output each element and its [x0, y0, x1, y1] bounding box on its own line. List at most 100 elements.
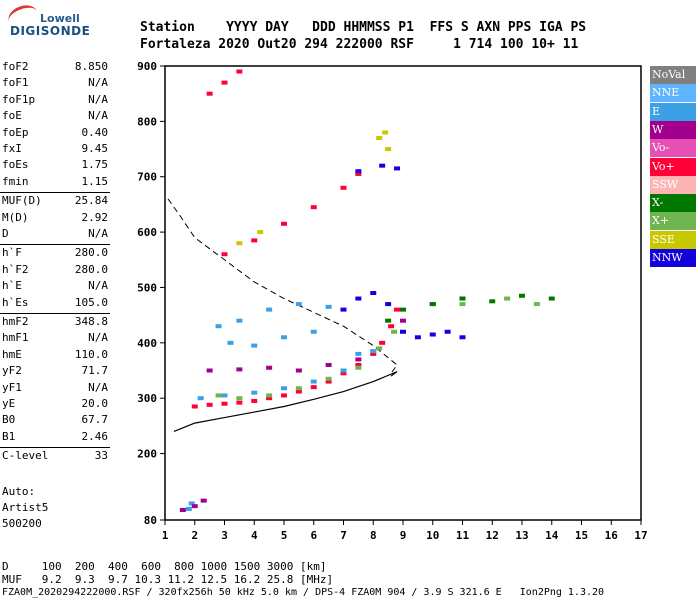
- legend-item: Vo-: [650, 139, 696, 158]
- param-value: N/A: [88, 109, 108, 123]
- param-name: fmin: [2, 174, 29, 188]
- echo-point: [266, 393, 273, 398]
- logo-lowell: Lowell: [40, 12, 80, 25]
- echo-point: [281, 335, 287, 340]
- echo-point: [376, 135, 383, 140]
- echo-point: [355, 351, 362, 356]
- echo-point: [295, 368, 302, 373]
- echo-point: [370, 351, 377, 356]
- echo-point: [251, 398, 258, 403]
- echo-point: [185, 506, 192, 511]
- plot-frame: [164, 65, 642, 521]
- echo-point: [236, 400, 243, 405]
- legend-item: E: [650, 102, 696, 121]
- x-tick-label: 10: [426, 529, 439, 542]
- x-tick-label: 11: [456, 529, 470, 542]
- echo-point: [370, 291, 377, 295]
- echo-point: [236, 241, 243, 246]
- x-tick-label: 8: [370, 529, 377, 542]
- echo-point: [200, 498, 207, 503]
- echo-point: [379, 163, 386, 168]
- param-name: M(D): [2, 210, 29, 224]
- echo-point: [340, 185, 347, 190]
- param-name: B1: [2, 429, 16, 443]
- profile-dashed-line: [167, 198, 398, 374]
- legend-item: X+: [650, 212, 696, 231]
- echo-point: [236, 367, 243, 372]
- echo-point: [236, 318, 243, 323]
- legend-item: SSW: [650, 175, 696, 194]
- param-separator: [0, 192, 110, 194]
- echo-point: [340, 371, 347, 376]
- param-separator: [0, 313, 110, 314]
- param-name: hmE: [2, 347, 22, 361]
- echo-point: [310, 329, 317, 334]
- y-tick-label: 800: [137, 115, 157, 128]
- echo-point: [355, 362, 362, 367]
- echo-point: [355, 169, 362, 174]
- muf-row: MUF 9.2 9.3 9.7 10.3 11.2 12.5 16.2 25.8…: [2, 573, 334, 586]
- param-value: N/A: [88, 227, 108, 240]
- param-name: fxI: [2, 142, 22, 155]
- logo-digisonde: DIGISONDE: [10, 24, 91, 38]
- param-value: 8.850: [74, 60, 108, 73]
- echo-point: [188, 501, 195, 506]
- echo-point: [191, 404, 198, 409]
- header-line-2: Fortaleza 2020 Out20 294 222000 RSF 1 71…: [140, 37, 579, 52]
- echo-point: [429, 332, 436, 337]
- param-value: 348.8: [74, 315, 108, 328]
- echo-point: [325, 379, 332, 384]
- echo-point: [206, 368, 213, 373]
- d-row: D 100 200 400 600 800 1000 1500 3000 [km…: [2, 560, 327, 573]
- echo-point: [504, 296, 511, 301]
- echo-point: [548, 296, 555, 301]
- echo-point: [370, 349, 377, 354]
- echo-point: [400, 318, 406, 323]
- echo-point: [266, 365, 273, 370]
- echo-point: [206, 91, 213, 96]
- legend-item: NNE: [650, 84, 696, 103]
- echo-point: [519, 293, 525, 298]
- echo-point: [221, 80, 228, 85]
- echo-point: [340, 307, 347, 312]
- echo-point: [236, 396, 243, 401]
- echo-point: [325, 376, 332, 381]
- echo-point: [391, 329, 398, 334]
- echo-point: [295, 389, 302, 394]
- param-value: N/A: [88, 279, 108, 293]
- x-tick-label: 4: [251, 529, 258, 542]
- param-name: foF1: [2, 76, 29, 90]
- echo-point: [197, 396, 204, 401]
- echo-point: [459, 296, 466, 301]
- param-name: B0: [2, 413, 16, 427]
- echo-point: [379, 340, 386, 345]
- param-name: D: [2, 227, 9, 240]
- echo-point: [179, 508, 186, 513]
- x-tick-label: 7: [340, 529, 347, 542]
- y-tick-label: 700: [137, 171, 157, 184]
- file-info-row: FZA0M_2020294222000.RSF / 320fx256h 50 k…: [2, 587, 605, 598]
- param-name: hmF2: [2, 315, 29, 328]
- echo-point: [266, 396, 273, 401]
- legend-item: Vo+: [650, 157, 696, 176]
- x-tick-label: 16: [605, 529, 619, 542]
- y-tick-label: 200: [137, 448, 157, 461]
- echo-point: [325, 304, 332, 309]
- echo-point: [355, 296, 362, 301]
- legend-item: SSE: [650, 230, 696, 249]
- param-value: 110.0: [74, 347, 108, 361]
- echo-point: [221, 401, 228, 406]
- echo-point: [215, 324, 222, 329]
- echo-point: [394, 166, 401, 171]
- echo-point: [385, 147, 392, 152]
- param-name: yE: [2, 397, 16, 410]
- echo-point: [533, 302, 540, 307]
- legend-item: W: [650, 120, 696, 139]
- param-separator: [0, 244, 110, 246]
- echo-point: [295, 386, 302, 391]
- x-tick-label: 9: [400, 529, 407, 542]
- param-value: N/A: [88, 92, 108, 106]
- echo-point: [206, 402, 213, 407]
- y-tick-label: 80: [144, 514, 157, 527]
